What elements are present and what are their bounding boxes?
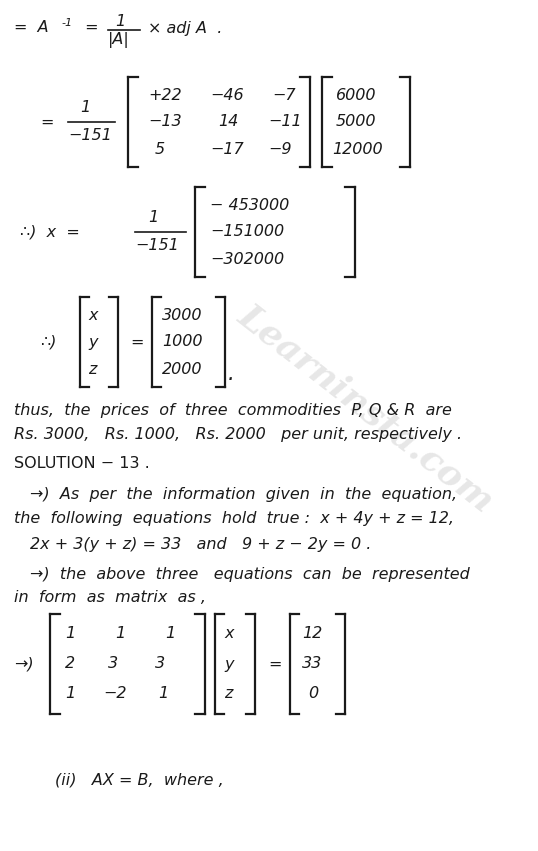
Text: →)  As  per  the  information  given  in  the  equation,: →) As per the information given in the e…: [30, 487, 457, 501]
Text: the  following  equations  hold  true :  x + 4y + z = 12,: the following equations hold true : x + …: [14, 511, 454, 526]
Text: thus,  the  prices  of  three  commodities  P, Q & R  are: thus, the prices of three commodities P,…: [14, 403, 452, 418]
Text: 1: 1: [115, 626, 125, 642]
Text: SOLUTION − 13 .: SOLUTION − 13 .: [14, 456, 150, 471]
Text: 1: 1: [165, 626, 175, 642]
Text: -1: -1: [62, 18, 73, 28]
Text: 1000: 1000: [162, 334, 202, 350]
Text: 1: 1: [65, 626, 75, 642]
Text: × adj A  .: × adj A .: [148, 20, 222, 36]
Text: .: .: [228, 364, 235, 384]
Text: 12000: 12000: [332, 141, 383, 157]
Text: =: =: [80, 20, 98, 36]
Text: −2: −2: [103, 687, 126, 701]
Text: z: z: [224, 687, 232, 701]
Text: 3000: 3000: [162, 307, 202, 323]
Text: 2x + 3(y + z) = 33   and   9 + z − 2y = 0 .: 2x + 3(y + z) = 33 and 9 + z − 2y = 0 .: [30, 536, 371, 551]
Text: |A|: |A|: [108, 32, 130, 48]
Text: −9: −9: [268, 141, 292, 157]
Text: 1: 1: [148, 210, 158, 226]
Text: 1: 1: [158, 687, 168, 701]
Text: 6000: 6000: [336, 88, 377, 102]
Text: −151: −151: [135, 238, 179, 254]
Text: 5: 5: [155, 141, 165, 157]
Text: − 453000: − 453000: [210, 197, 289, 213]
Text: 1: 1: [80, 100, 90, 116]
Text: −151000: −151000: [210, 225, 284, 239]
Text: Learninsta.com: Learninsta.com: [231, 298, 500, 519]
Text: y: y: [88, 334, 97, 350]
Text: 33: 33: [302, 656, 322, 671]
Text: 0: 0: [308, 687, 318, 701]
Text: (ii)   AX = B,  where ,: (ii) AX = B, where ,: [55, 773, 224, 787]
Text: −13: −13: [148, 115, 182, 129]
Text: −151: −151: [68, 129, 112, 144]
Text: =: =: [40, 115, 53, 129]
Text: 3: 3: [108, 656, 118, 671]
Text: 1: 1: [65, 687, 75, 701]
Text: −7: −7: [272, 88, 295, 102]
Text: 14: 14: [218, 115, 238, 129]
Text: =  A: = A: [14, 20, 48, 36]
Text: x: x: [88, 307, 97, 323]
Text: 2: 2: [65, 656, 75, 671]
Text: Rs. 3000,   Rs. 1000,   Rs. 2000   per unit, respectively .: Rs. 3000, Rs. 1000, Rs. 2000 per unit, r…: [14, 426, 462, 442]
Text: x: x: [224, 626, 233, 642]
Text: −17: −17: [210, 141, 244, 157]
Text: y: y: [224, 656, 233, 671]
Text: 1: 1: [115, 14, 125, 28]
Text: 2000: 2000: [162, 362, 202, 376]
Text: ∴): ∴): [40, 334, 56, 350]
Text: −11: −11: [268, 115, 302, 129]
Text: 5000: 5000: [336, 115, 377, 129]
Text: =: =: [268, 656, 281, 671]
Text: →)  the  above  three   equations  can  be  represented: →) the above three equations can be repr…: [30, 567, 470, 581]
Text: in  form  as  matrix  as ,: in form as matrix as ,: [14, 591, 206, 606]
Text: 12: 12: [302, 626, 322, 642]
Text: →): →): [14, 656, 33, 671]
Text: ∴)  x  =: ∴) x =: [20, 225, 80, 239]
Text: =: =: [130, 334, 143, 350]
Text: −46: −46: [210, 88, 244, 102]
Text: +22: +22: [148, 88, 182, 102]
Text: −302000: −302000: [210, 252, 284, 266]
Text: z: z: [88, 362, 96, 376]
Text: 3: 3: [155, 656, 165, 671]
